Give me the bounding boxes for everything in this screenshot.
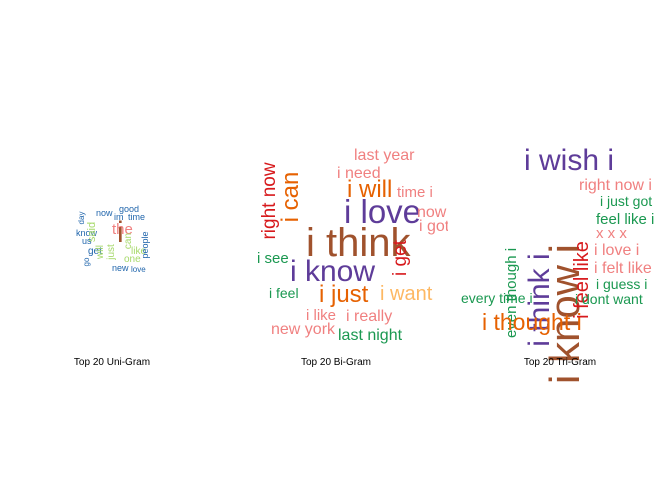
cloud-word: right now bbox=[259, 162, 280, 239]
cloud-word: i bbox=[117, 216, 124, 249]
cloud-word: i can bbox=[277, 172, 304, 223]
cloud-word: go bbox=[82, 257, 91, 266]
cloud-word: i will bbox=[347, 176, 392, 203]
cloud-word: one bbox=[124, 254, 141, 265]
cloud-word: will bbox=[95, 245, 106, 260]
cloud-word: i like bbox=[306, 307, 336, 324]
cloud-word: last year bbox=[354, 147, 415, 164]
cloud-word: i get bbox=[390, 239, 411, 276]
cloud-word: get bbox=[88, 246, 102, 257]
cloud-word: now bbox=[96, 208, 113, 218]
cloud-word: new york bbox=[271, 321, 336, 338]
cloud-word: good bbox=[119, 204, 139, 214]
cloud-word: i wish i bbox=[524, 144, 614, 177]
cloud-word: i thought i bbox=[482, 309, 582, 335]
cloud-word: i love i bbox=[594, 242, 639, 259]
unigram-caption: Top 20 Uni-Gram bbox=[73, 357, 151, 368]
cloud-word: i feel like bbox=[571, 241, 593, 319]
cloud-word: said bbox=[86, 222, 98, 242]
trigram-caption: Top 20 Tri-Gram bbox=[523, 357, 597, 368]
cloud-word: i need bbox=[337, 165, 381, 182]
cloud-word: i felt like bbox=[594, 260, 652, 277]
cloud-word: us bbox=[82, 236, 92, 246]
cloud-word: time i bbox=[397, 184, 433, 201]
cloud-word: x x x bbox=[596, 225, 627, 242]
cloud-word: i feel bbox=[269, 285, 299, 301]
cloud-word: love bbox=[131, 265, 146, 274]
cloud-word: right now i bbox=[579, 177, 652, 194]
cloud-word: i think i bbox=[523, 253, 556, 346]
cloud-word: can bbox=[123, 233, 134, 249]
cloud-word: i want bbox=[380, 283, 433, 305]
cloud-word: i know bbox=[290, 255, 375, 288]
cloud-word: just bbox=[106, 244, 117, 261]
bigram-caption: Top 20 Bi-Gram bbox=[300, 357, 372, 368]
unigram-panel: i the good now im time day know said us get will jus… bbox=[0, 0, 224, 480]
cloud-word: day bbox=[77, 212, 86, 225]
cloud-word: i think bbox=[306, 221, 411, 265]
cloud-word: now i bbox=[417, 204, 448, 221]
cloud-word: i dont want bbox=[575, 291, 643, 307]
cloud-word: i know i bbox=[541, 244, 588, 384]
bigram-panel: last year i need i will time i right now i ca… bbox=[224, 0, 448, 480]
cloud-word: i guess i bbox=[596, 276, 647, 292]
cloud-word: i just bbox=[319, 281, 369, 308]
cloud-word: know bbox=[76, 228, 98, 238]
cloud-word: feel like i bbox=[596, 211, 654, 228]
cloud-word: i really bbox=[346, 308, 392, 325]
cloud-word: im bbox=[114, 212, 124, 222]
cloud-word: every time i bbox=[461, 290, 533, 306]
cloud-word: time bbox=[128, 212, 145, 222]
bigram-word-cloud: last year i need i will time i right now i ca… bbox=[224, 0, 448, 480]
cloud-word: like bbox=[131, 246, 146, 257]
cloud-word: last night bbox=[338, 327, 403, 344]
cloud-word: new bbox=[112, 263, 129, 273]
unigram-word-cloud: i the good now im time day know said us get will jus… bbox=[0, 0, 224, 480]
cloud-word: i got bbox=[419, 218, 448, 235]
cloud-word: people bbox=[140, 231, 150, 258]
cloud-word: i love bbox=[344, 193, 421, 230]
cloud-word: i just got bbox=[600, 193, 652, 209]
cloud-word: i see bbox=[257, 250, 289, 267]
cloud-word: even though i bbox=[503, 248, 520, 338]
cloud-word: the bbox=[112, 221, 133, 238]
